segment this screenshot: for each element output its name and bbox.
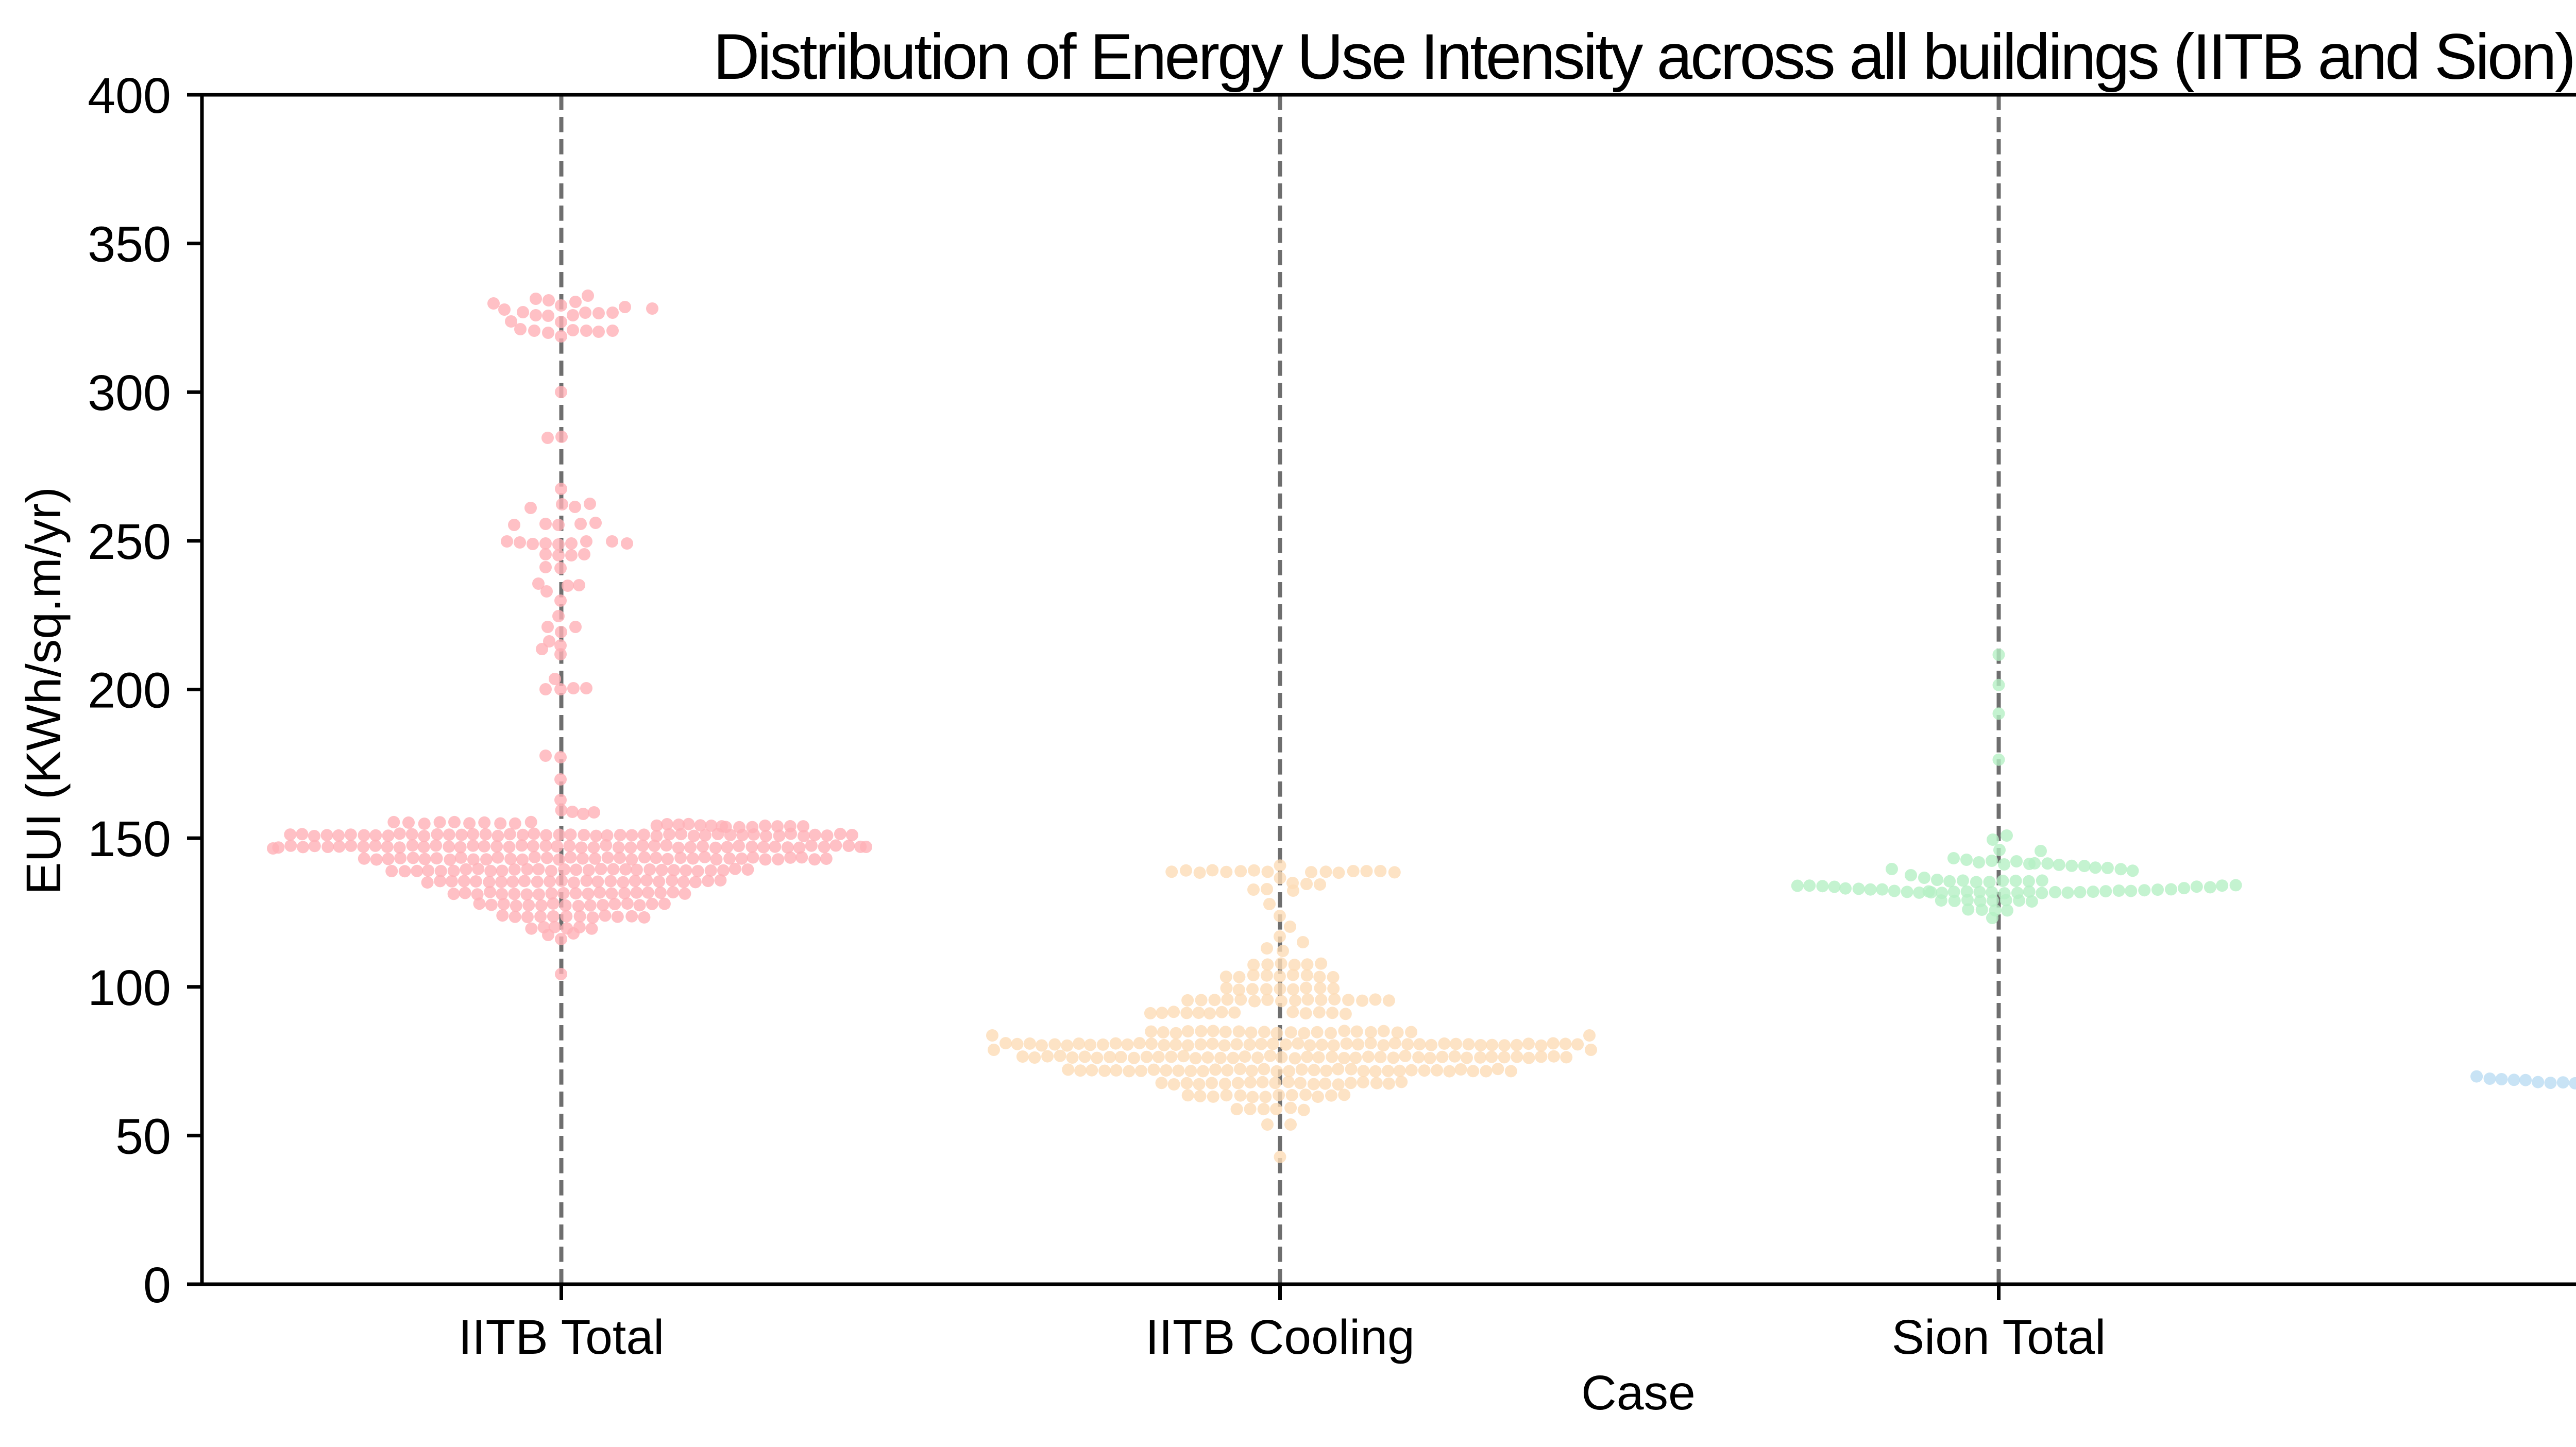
svg-text:Case: Case (1581, 1366, 1696, 1420)
svg-text:Distribution of Energy Use Int: Distribution of Energy Use Intensity acr… (713, 21, 2574, 93)
svg-text:150: 150 (88, 811, 171, 867)
svg-text:0: 0 (143, 1257, 171, 1313)
svg-text:400: 400 (88, 67, 171, 124)
svg-text:100: 100 (88, 960, 171, 1016)
svg-text:IITB Total: IITB Total (459, 1310, 665, 1365)
svg-text:350: 350 (88, 216, 171, 273)
svg-text:300: 300 (88, 365, 171, 421)
svg-text:250: 250 (88, 514, 171, 570)
svg-text:50: 50 (115, 1108, 171, 1164)
svg-text:200: 200 (88, 662, 171, 719)
svg-text:EUI (KWh/sq.m/yr): EUI (KWh/sq.m/yr) (16, 487, 71, 895)
svg-text:Sion Total: Sion Total (1892, 1310, 2106, 1365)
svg-text:IITB Cooling: IITB Cooling (1145, 1310, 1415, 1365)
